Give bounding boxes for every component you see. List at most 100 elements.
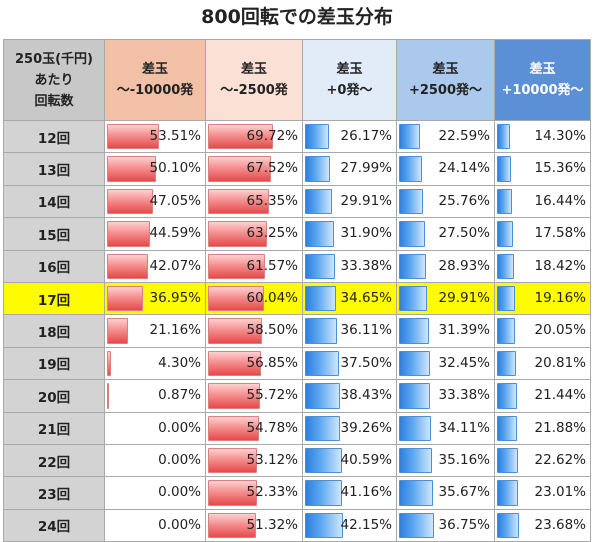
cell-value: 17.58% xyxy=(534,225,586,242)
negative-bar xyxy=(208,318,262,344)
header-col-range: +10000発～ xyxy=(501,83,584,98)
cell-value: 20.81% xyxy=(534,354,586,371)
table-row: 15回 44.59% 63.25% 31.90% 27.50% 17.58% xyxy=(3,217,591,251)
row-label: 23回 xyxy=(3,476,105,510)
cell-pos10000: 22.62% xyxy=(494,443,591,478)
cell-pos2500: 25.76% xyxy=(396,184,495,219)
header-col-label: 差玉 xyxy=(240,62,267,77)
cell-value: 53.51% xyxy=(149,128,201,144)
cell-neg10000: 36.95% xyxy=(104,281,206,316)
cell-value: 54.78% xyxy=(246,419,298,436)
cell-pos10000: 16.44% xyxy=(494,184,591,219)
cell-pos10000: 20.05% xyxy=(494,314,591,348)
positive-bar xyxy=(305,415,340,441)
positive-bar xyxy=(305,188,332,215)
cell-pos2500: 35.16% xyxy=(396,443,495,478)
cell-neg10000: 42.07% xyxy=(104,249,206,283)
negative-bar xyxy=(208,415,259,441)
cell-value: 31.90% xyxy=(340,225,392,242)
cell-value: 51.32% xyxy=(246,516,298,533)
cell-value: 67.52% xyxy=(246,160,298,177)
table-row: 19回 4.30% 56.85% 37.50% 32.45% 20.81% xyxy=(3,346,591,381)
cell-neg10000: 53.51% xyxy=(104,119,206,154)
positive-bar xyxy=(497,415,517,441)
positive-bar xyxy=(497,253,514,279)
cell-neg2500: 51.32% xyxy=(205,508,303,542)
cell-neg2500: 65.35% xyxy=(205,184,303,219)
header-corner-line-2: あたり xyxy=(34,72,74,88)
cell-value: 63.25% xyxy=(246,225,298,242)
cell-value: 20.05% xyxy=(534,322,586,339)
cell-value: 23.01% xyxy=(534,484,586,501)
cell-value: 14.30% xyxy=(534,128,586,144)
cell-neg10000: 0.87% xyxy=(104,379,206,413)
positive-bar xyxy=(497,383,517,409)
positive-bar xyxy=(497,221,513,247)
cell-pos0: 34.65% xyxy=(302,281,397,316)
header-col-label: 差玉 xyxy=(336,62,363,77)
cell-neg2500: 61.57% xyxy=(205,249,303,283)
row-label: 14回 xyxy=(3,184,105,219)
table-row: 12回 53.51% 69.72% 26.17% 22.59% 14.30% xyxy=(3,119,591,154)
positive-bar xyxy=(399,383,430,409)
negative-bar xyxy=(208,188,269,215)
cell-neg10000: 47.05% xyxy=(104,184,206,219)
negative-bar xyxy=(107,124,159,150)
cell-neg2500: 69.72% xyxy=(205,119,303,154)
cell-value: 65.35% xyxy=(246,192,298,209)
negative-bar xyxy=(208,350,261,377)
header-col-pos2500: 差玉 +2500発～ xyxy=(396,39,495,121)
cell-pos10000: 17.58% xyxy=(494,217,591,251)
positive-bar xyxy=(497,512,519,539)
cell-neg2500: 63.25% xyxy=(205,217,303,251)
cell-value: 42.07% xyxy=(149,257,201,274)
row-label: 24回 xyxy=(3,508,105,542)
positive-bar xyxy=(305,156,330,182)
cell-neg10000: 44.59% xyxy=(104,217,206,251)
positive-bar xyxy=(399,350,430,377)
cell-neg2500: 53.12% xyxy=(205,443,303,478)
cell-pos2500: 28.93% xyxy=(396,249,495,283)
negative-bar xyxy=(107,350,111,377)
cell-value: 36.75% xyxy=(438,516,490,533)
positive-bar xyxy=(497,318,515,344)
cell-neg2500: 67.52% xyxy=(205,152,303,186)
page-title: 800回転での差玉分布 xyxy=(201,6,393,28)
cell-value: 22.62% xyxy=(534,451,586,468)
table-row: 21回 0.00% 54.78% 39.26% 34.11% 21.88% xyxy=(3,411,591,445)
cell-value: 69.72% xyxy=(246,128,298,144)
negative-bar xyxy=(107,285,143,312)
positive-bar xyxy=(497,188,512,215)
cell-neg10000: 50.10% xyxy=(104,152,206,186)
negative-bar xyxy=(107,156,156,182)
row-label: 18回 xyxy=(3,314,105,348)
cell-value: 47.05% xyxy=(149,192,201,209)
positive-bar xyxy=(305,318,337,344)
cell-neg2500: 54.78% xyxy=(205,411,303,445)
negative-bar xyxy=(107,253,148,279)
positive-bar xyxy=(305,447,342,474)
header-col-neg2500: 差玉 ～-2500発 xyxy=(205,39,303,121)
cell-pos2500: 29.91% xyxy=(396,281,495,316)
row-label: 16回 xyxy=(3,249,105,283)
header-col-pos0: 差玉 +0発～ xyxy=(302,39,397,121)
table-row: 23回 0.00% 52.33% 41.16% 35.67% 23.01% xyxy=(3,476,591,510)
header-row: 250玉(千円) あたり 回転数 差玉 ～-10000発 差玉 ～-2500発 … xyxy=(3,39,591,121)
negative-bar xyxy=(208,447,257,474)
cell-value: 27.50% xyxy=(438,225,490,242)
row-label: 13回 xyxy=(3,152,105,186)
cell-value: 0.87% xyxy=(158,387,201,404)
cell-pos0: 29.91% xyxy=(302,184,397,219)
positive-bar xyxy=(305,350,339,377)
cell-value: 0.00% xyxy=(158,419,201,436)
positive-bar xyxy=(305,480,342,506)
cell-value: 27.99% xyxy=(340,160,392,177)
cell-value: 36.95% xyxy=(149,289,201,306)
positive-bar xyxy=(305,285,336,312)
cell-neg2500: 60.04% xyxy=(205,281,303,316)
cell-neg2500: 52.33% xyxy=(205,476,303,510)
header-col-neg10000: 差玉 ～-10000発 xyxy=(104,39,206,121)
cell-value: 26.17% xyxy=(340,128,392,144)
cell-value: 15.36% xyxy=(534,160,586,177)
header-col-pos10000: 差玉 +10000発～ xyxy=(494,39,591,121)
